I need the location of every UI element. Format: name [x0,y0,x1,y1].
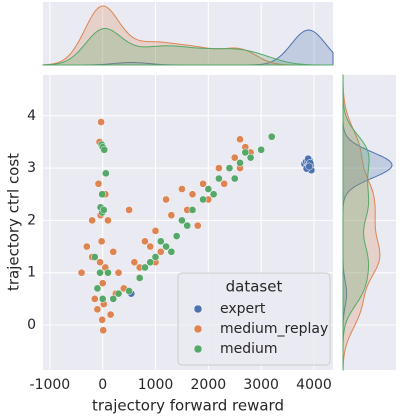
point [109,295,118,303]
point [90,253,99,261]
legend-marker [193,324,203,334]
legend-label: medium [220,341,278,357]
y-axis-label: trajectory ctrl cost [5,153,23,291]
x-tick-label: 2000 [191,377,227,393]
point [236,159,244,167]
point [151,227,160,235]
point [102,169,110,178]
point [167,247,176,256]
point [257,145,266,154]
point [241,148,250,157]
point [188,190,197,199]
point [104,268,112,277]
right-marginal-background [343,75,396,370]
point [130,258,139,267]
point [215,164,223,172]
point [77,268,86,277]
point [90,295,99,303]
point [109,247,118,256]
point [236,135,244,144]
point [135,274,144,282]
point [188,206,197,214]
point [99,326,108,335]
top-marginal-background [43,2,333,65]
point [125,206,133,214]
point [305,162,314,171]
point [225,164,234,172]
point [93,284,102,293]
y-tick-label: 4 [27,108,36,124]
legend-marker [193,344,203,354]
point [99,206,108,214]
point [146,258,155,267]
point [93,305,102,314]
point [199,179,207,188]
right-density [342,74,381,371]
point [267,132,276,141]
point [220,179,229,188]
point [98,190,107,199]
point [114,268,123,277]
y-tick-label: 0 [27,317,36,333]
point [96,258,104,267]
point [114,289,123,298]
point [97,237,106,246]
point [246,153,255,162]
point [167,211,176,220]
point [100,145,109,154]
point [215,174,223,183]
point [82,242,91,251]
point [94,179,103,188]
legend-label: medium_replay [220,321,328,337]
point [230,174,239,183]
y-tick-label: 3 [27,160,36,176]
point [156,247,165,256]
point [193,221,202,230]
point [98,295,107,303]
x-tick-label: 1000 [138,377,174,393]
point [104,216,112,225]
point [97,118,105,126]
point [98,315,107,324]
point [141,263,149,272]
point [96,268,104,277]
x-tick-label: -1000 [30,377,71,393]
point [106,310,115,319]
point [88,216,96,225]
x-axis-label: trajectory forward reward [92,397,284,415]
x-tick-label: 3000 [243,377,279,393]
point [125,287,133,295]
point [146,242,155,251]
legend-box [177,272,331,366]
point [156,237,165,246]
point [151,253,160,261]
x-tick-label: 0 [98,377,107,393]
point [178,216,186,225]
y-tick-label: 2 [27,212,36,228]
point [162,195,170,204]
point [98,279,107,288]
top-density [42,27,334,66]
legend-label: expert [220,301,266,317]
point [172,232,181,240]
y-tick-label: 1 [27,265,36,281]
point [178,185,186,193]
x-tick-label: 4000 [296,377,332,393]
point [209,190,218,199]
point [199,195,207,204]
point [162,242,170,251]
point [204,185,213,193]
legend-marker [193,304,203,314]
point [183,221,192,230]
legend-title: dataset [226,278,283,296]
right-density [342,74,370,370]
point [230,153,239,162]
point [141,237,149,246]
